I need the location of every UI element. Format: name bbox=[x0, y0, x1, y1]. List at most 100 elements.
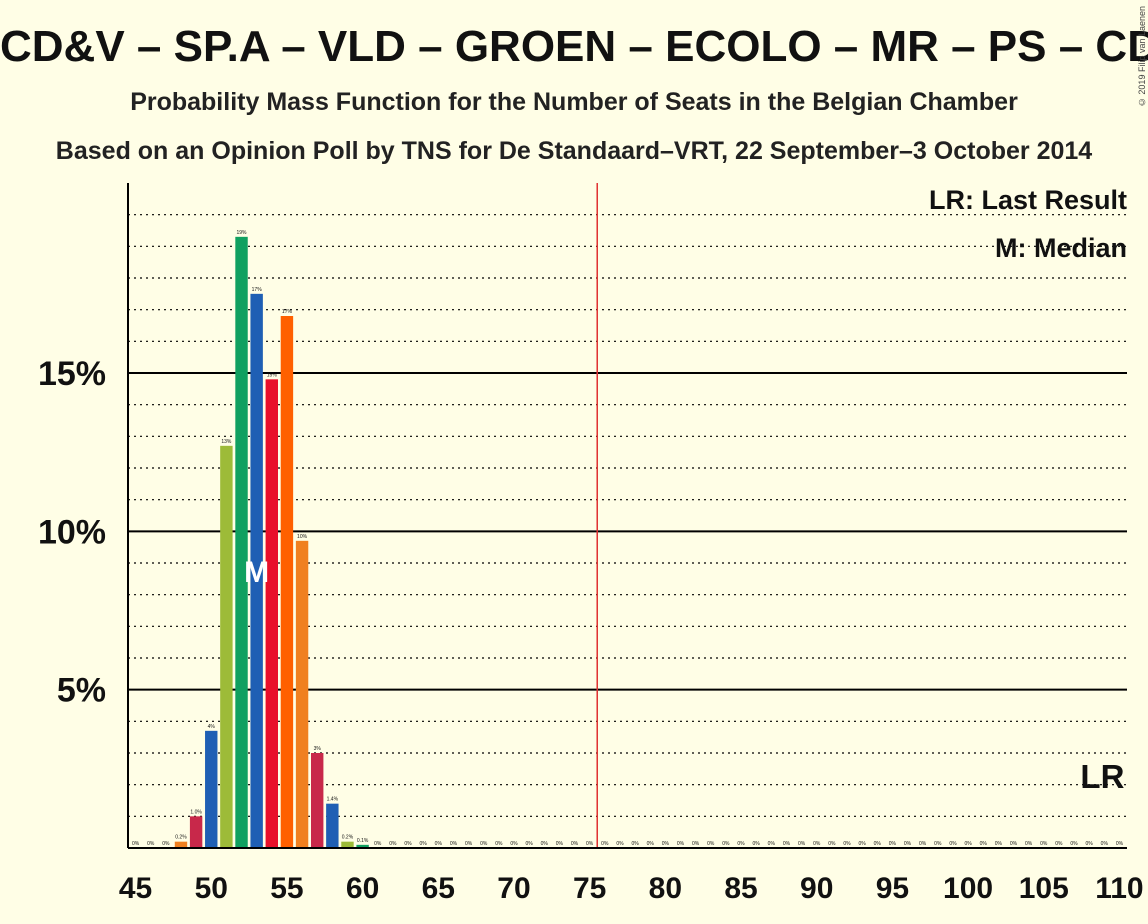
bar-seats-55 bbox=[280, 316, 294, 848]
data-label: 0% bbox=[450, 841, 458, 847]
chart-subtitle: Probability Mass Function for the Number… bbox=[130, 88, 1018, 116]
data-label: 0% bbox=[1025, 841, 1033, 847]
ytick-bg bbox=[30, 667, 116, 712]
data-label: 0% bbox=[420, 841, 428, 847]
x-tick-label: 45 bbox=[119, 872, 152, 905]
data-label: 0% bbox=[889, 841, 897, 847]
bar-seats-56 bbox=[295, 540, 309, 848]
data-label: 0% bbox=[435, 841, 443, 847]
bar-seats-49 bbox=[189, 816, 203, 848]
data-label: 10% bbox=[297, 534, 308, 540]
data-label: 0% bbox=[1101, 841, 1109, 847]
data-label: 0% bbox=[601, 841, 609, 847]
y-tick-label: 10% bbox=[38, 513, 106, 551]
bar-seats-58 bbox=[326, 803, 339, 848]
median-marker: M bbox=[244, 556, 269, 589]
data-label: 1.0% bbox=[190, 809, 202, 815]
chart-title: CD&V – SP.A – VLD – GROEN – ECOLO – MR –… bbox=[0, 22, 1148, 71]
chart-source-subtitle: Based on an Opinion Poll by TNS for De S… bbox=[55, 137, 1093, 165]
x-tick-label: 55 bbox=[270, 872, 303, 905]
data-label: 0% bbox=[858, 841, 866, 847]
data-label: 0% bbox=[1070, 841, 1078, 847]
data-label: 0% bbox=[964, 841, 972, 847]
data-label: 4% bbox=[208, 724, 216, 730]
data-label: 0% bbox=[753, 841, 761, 847]
data-label: 1.4% bbox=[327, 797, 339, 803]
data-label: 0% bbox=[919, 841, 927, 847]
data-label: 0% bbox=[631, 841, 639, 847]
x-tick-label: 85 bbox=[724, 872, 757, 905]
data-label: 0% bbox=[783, 841, 791, 847]
bars bbox=[174, 236, 369, 849]
ytick-bg bbox=[30, 351, 116, 395]
axes: 5% 10% 15% M LR 45 50 55 60 65 70 75 80 85 90 95 100 105 1… bbox=[30, 183, 1144, 905]
data-label: 0% bbox=[510, 841, 518, 847]
data-label: 0% bbox=[147, 841, 155, 847]
data-label: 13% bbox=[221, 439, 232, 445]
x-tick-label: 50 bbox=[195, 872, 228, 905]
data-label: 0% bbox=[980, 841, 988, 847]
data-label: 0% bbox=[556, 841, 564, 847]
data-label: 0% bbox=[1040, 841, 1048, 847]
grid-lines bbox=[128, 214, 1127, 817]
data-label: 0% bbox=[374, 841, 382, 847]
data-label: 0% bbox=[404, 841, 412, 847]
x-tick-label: 70 bbox=[497, 872, 530, 905]
bar-seats-52 bbox=[235, 236, 248, 849]
data-label: 0.2% bbox=[175, 835, 187, 841]
data-label: 0% bbox=[132, 841, 140, 847]
data-label: 0% bbox=[904, 841, 912, 847]
legend-last-result: LR: Last Result bbox=[929, 185, 1127, 215]
legend-median: M: Median bbox=[995, 233, 1127, 263]
data-label: 0% bbox=[1086, 841, 1094, 847]
ytick-bg bbox=[30, 509, 116, 554]
data-label: 0% bbox=[1116, 841, 1124, 847]
data-label: 0% bbox=[571, 841, 579, 847]
data-label: 0% bbox=[692, 841, 700, 847]
bar-seats-50 bbox=[205, 730, 218, 848]
data-label: 0% bbox=[586, 841, 594, 847]
x-tick-label: 75 bbox=[573, 872, 606, 905]
data-label: 0% bbox=[843, 841, 851, 847]
bar-seats-57 bbox=[310, 753, 324, 848]
x-tick-label: 60 bbox=[346, 872, 379, 905]
x-tick-label: 90 bbox=[800, 872, 833, 905]
last-result-marker: LR bbox=[1080, 758, 1124, 795]
data-label: 0% bbox=[722, 841, 730, 847]
bar-seats-59 bbox=[341, 841, 354, 848]
bar-seats-48 bbox=[174, 841, 188, 848]
data-label: 0% bbox=[1055, 841, 1063, 847]
data-label: 0% bbox=[934, 841, 942, 847]
bar-seats-53 bbox=[250, 293, 263, 848]
data-label: 0% bbox=[874, 841, 882, 847]
data-label: 3% bbox=[314, 746, 322, 752]
x-tick-label: 110 bbox=[1095, 872, 1143, 905]
data-label: 17% bbox=[252, 287, 263, 293]
data-label: 0% bbox=[616, 841, 624, 847]
y-tick-label: 5% bbox=[57, 672, 106, 710]
bar-seats-51 bbox=[220, 445, 233, 848]
x-tick-label: 95 bbox=[876, 872, 909, 905]
data-label: 0% bbox=[647, 841, 655, 847]
bar-seats-60 bbox=[356, 844, 369, 848]
data-label: 0% bbox=[525, 841, 533, 847]
data-label: 0% bbox=[465, 841, 473, 847]
data-label: 0% bbox=[798, 841, 806, 847]
data-label: 19% bbox=[237, 230, 248, 236]
data-label: 0.1% bbox=[357, 838, 369, 844]
x-tick-label: 65 bbox=[422, 872, 455, 905]
data-label: 0% bbox=[707, 841, 715, 847]
data-label: 0% bbox=[768, 841, 776, 847]
data-label: 0% bbox=[813, 841, 821, 847]
data-label: 0% bbox=[389, 841, 397, 847]
data-label: 0% bbox=[495, 841, 503, 847]
data-label: 0% bbox=[480, 841, 488, 847]
data-label: 0.2% bbox=[342, 835, 354, 841]
data-label: 0% bbox=[995, 841, 1003, 847]
x-tick-label: 100 bbox=[943, 872, 993, 905]
data-label: 0% bbox=[1010, 841, 1018, 847]
data-label: 0% bbox=[949, 841, 957, 847]
data-label: 0% bbox=[662, 841, 670, 847]
data-label: 17% bbox=[282, 309, 293, 315]
